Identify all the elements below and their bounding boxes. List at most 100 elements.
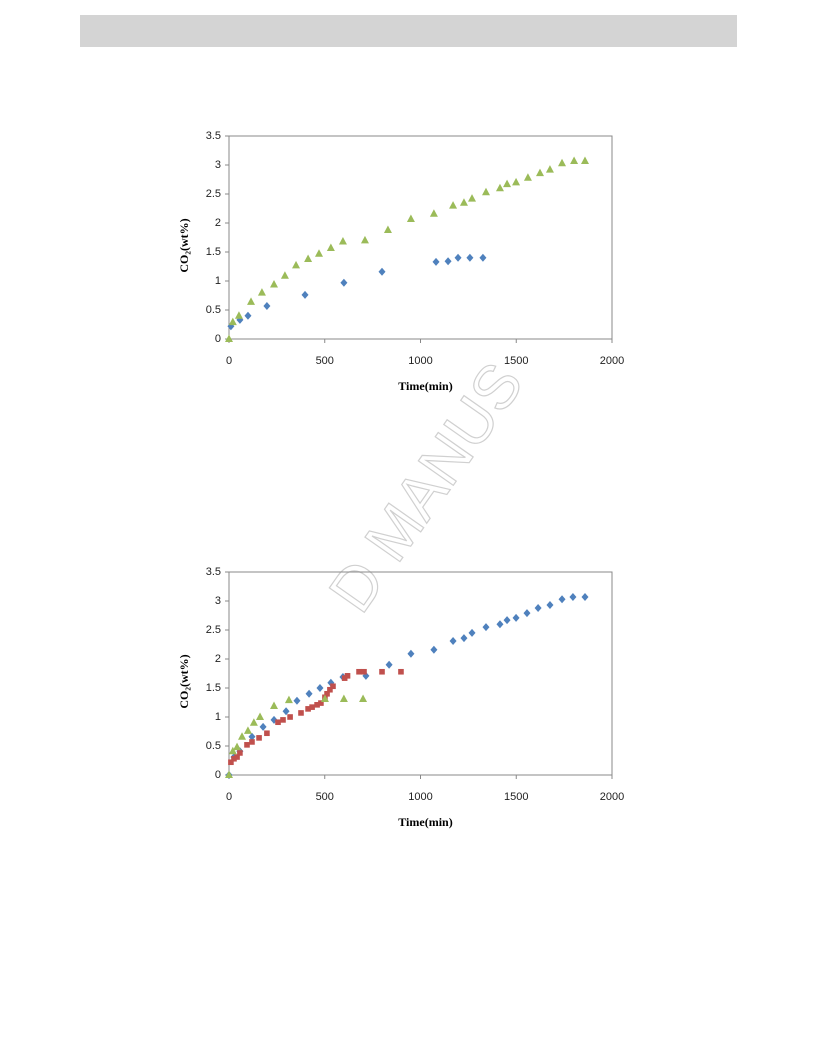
square-marker (324, 691, 330, 697)
triangle-marker (459, 198, 468, 206)
square-marker (249, 739, 255, 745)
y-tick-label: 3 (215, 595, 221, 607)
diamond-marker (340, 278, 348, 287)
plot-frame (228, 571, 613, 776)
triangle-marker (320, 694, 329, 703)
y-tick-label: 3 (215, 159, 221, 171)
triangle-marker (243, 726, 252, 734)
y-tick-label: 0.5 (206, 740, 221, 752)
diamond-marker (378, 267, 386, 276)
square-marker (287, 714, 293, 720)
diamond-marker (305, 689, 313, 698)
x-tick-label: 2000 (600, 355, 624, 367)
triangle-marker (225, 770, 233, 778)
triangle-marker (449, 201, 458, 209)
y-tick-label: 3.5 (206, 566, 221, 578)
square-marker (231, 755, 237, 762)
triangle-marker (234, 311, 243, 319)
diamond-marker (558, 595, 566, 604)
triangle-marker (338, 237, 347, 245)
square-marker (327, 686, 333, 693)
triangle-marker (545, 165, 554, 173)
y-tick-label: 2 (215, 653, 221, 665)
diamond-marker (479, 253, 487, 262)
square-marker (398, 668, 404, 675)
square-marker (264, 730, 270, 737)
triangle-marker (225, 334, 233, 342)
diamond-marker (496, 620, 504, 629)
diamond-marker (466, 253, 474, 262)
diamond-marker (468, 628, 476, 637)
square-marker (244, 742, 250, 748)
square-marker (280, 717, 286, 723)
triangle-marker (292, 260, 301, 269)
y-tick-label: 0 (215, 333, 221, 345)
diamond-marker (430, 645, 438, 654)
triangle-marker (383, 225, 392, 233)
triangle-marker (326, 243, 335, 251)
triangle-marker (339, 694, 348, 703)
diamond-marker (449, 637, 457, 646)
triangle-marker (359, 694, 368, 703)
y-tick-label: 2.5 (206, 188, 221, 200)
diamond-marker (482, 623, 490, 632)
y-tick-label: 1.5 (206, 682, 221, 694)
triangle-marker (228, 317, 237, 326)
y-tick-label: 2.5 (206, 624, 221, 636)
diamond-marker (293, 696, 301, 705)
square-marker (330, 683, 336, 690)
x-tick-label: 500 (316, 791, 334, 803)
square-marker (309, 704, 315, 710)
square-marker (314, 702, 320, 708)
triangle-marker (580, 156, 589, 164)
square-marker (341, 675, 348, 681)
triangle-marker (558, 158, 567, 167)
diamond-marker (316, 684, 324, 692)
triangle-marker (512, 177, 521, 186)
y-tick-label: 0 (215, 769, 221, 781)
x-axis-label: Time(min) (398, 815, 452, 829)
diamond-marker (432, 257, 440, 266)
x-tick-label: 1500 (504, 355, 528, 367)
diamond-marker (512, 613, 520, 622)
square-marker (234, 754, 240, 760)
y-tick-label: 1.5 (206, 246, 221, 258)
triangle-marker (481, 187, 490, 196)
diamond-marker (460, 634, 468, 643)
y-tick-label: 3.5 (206, 130, 221, 142)
triangle-marker (495, 183, 504, 192)
diamond-marker (534, 603, 542, 612)
triangle-marker (304, 254, 313, 262)
triangle-marker (360, 235, 369, 244)
triangle-marker (535, 168, 544, 177)
plot-frame (228, 135, 613, 340)
diamond-marker (407, 649, 415, 658)
square-marker (379, 668, 385, 675)
diamond-marker (444, 257, 452, 266)
square-marker (305, 706, 311, 712)
x-tick-label: 1000 (408, 791, 432, 803)
x-tick-label: 0 (226, 355, 232, 367)
diamond-marker (248, 732, 256, 741)
y-tick-label: 1 (215, 275, 221, 287)
triangle-marker (523, 173, 532, 181)
diamond-marker (503, 616, 511, 625)
x-tick-label: 1500 (504, 791, 528, 803)
square-marker (361, 668, 367, 675)
diamond-marker (259, 722, 267, 731)
square-marker (318, 700, 324, 706)
triangle-marker (429, 209, 438, 217)
diamond-marker (385, 660, 393, 669)
diamond-marker (301, 290, 309, 299)
diamond-marker (581, 592, 589, 601)
square-marker (256, 735, 262, 741)
triangle-marker (570, 156, 579, 164)
triangle-marker (284, 695, 293, 704)
square-marker (275, 719, 281, 726)
diamond-marker (454, 253, 462, 262)
y-axis-label: CO₂(wt%) (177, 218, 191, 272)
triangle-marker (280, 271, 289, 279)
y-tick-label: 1 (215, 711, 221, 723)
x-tick-label: 500 (316, 355, 334, 367)
